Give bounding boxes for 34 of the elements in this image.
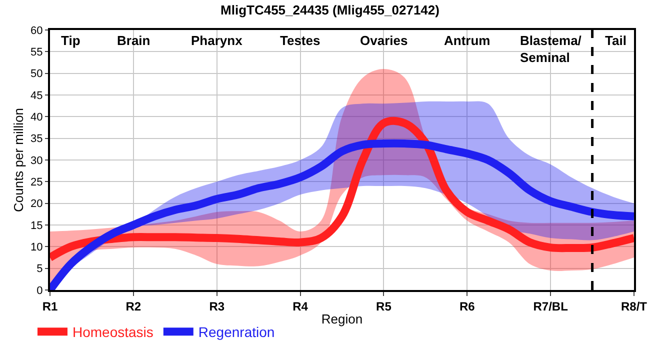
y-tick-label: 55 <box>30 46 43 59</box>
legend-label: Homeostasis <box>72 324 154 340</box>
x-tick-label: R6 <box>459 299 476 314</box>
annotation: Brain <box>117 33 150 48</box>
annotation: Ovaries <box>360 33 408 48</box>
annotation: Tail <box>605 33 626 48</box>
y-tick-label: 5 <box>36 263 43 276</box>
x-tick-label: R4 <box>292 299 308 314</box>
y-tick-label: 60 <box>30 24 43 37</box>
annotation: Testes <box>280 33 320 48</box>
y-tick-label: 40 <box>30 112 43 124</box>
annotation: Blastema/ Seminal <box>520 33 582 65</box>
y-tick-label: 50 <box>30 68 43 80</box>
annotation: Tip <box>61 33 80 48</box>
chart-title: MligTC455_24435 (Mlig455_027142) <box>220 2 440 18</box>
y-tick-label: 0 <box>36 284 43 297</box>
x-axis-title: Region <box>321 312 363 326</box>
annotation: Pharynx <box>191 33 244 48</box>
x-tick-label: R2 <box>126 299 142 314</box>
annotation: Antrum <box>444 33 490 48</box>
x-tick-label: R8/T <box>620 299 648 314</box>
y-tick-label: 20 <box>30 198 43 210</box>
y-tick-label: 45 <box>30 90 43 102</box>
x-tick-label: R3 <box>209 299 225 314</box>
y-tick-label: 15 <box>30 220 43 232</box>
y-tick-label: 35 <box>30 133 43 146</box>
y-tick-label: 25 <box>30 176 43 189</box>
x-tick-label: R7/BL <box>533 299 568 314</box>
legend-label: Regenration <box>198 324 275 340</box>
x-tick-label: R1 <box>42 299 58 314</box>
y-tick-label: 10 <box>30 242 43 254</box>
y-axis-title: Counts per million <box>11 108 26 212</box>
y-tick-label: 30 <box>30 154 43 167</box>
x-tick-label: R5 <box>376 299 392 314</box>
